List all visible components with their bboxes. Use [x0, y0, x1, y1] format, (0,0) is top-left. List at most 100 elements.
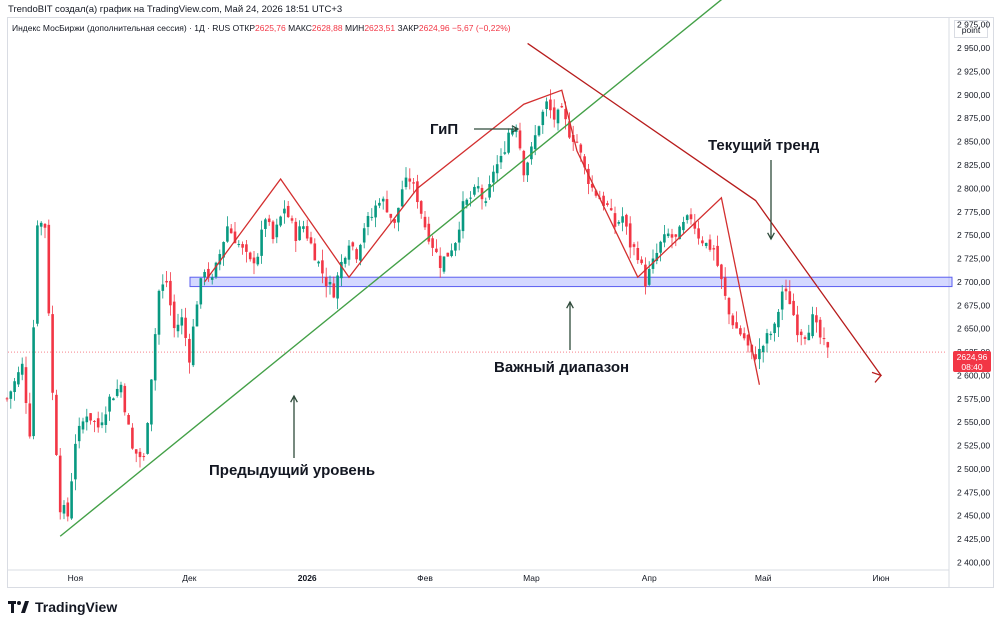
candle-body	[134, 449, 138, 454]
high-value: 2628,88	[311, 23, 343, 33]
candle-body	[157, 290, 161, 335]
candle-body	[796, 314, 799, 336]
candle-body	[321, 260, 324, 274]
candle-body	[602, 195, 605, 206]
low-value: 2623,51	[364, 23, 396, 33]
candle-body	[678, 226, 681, 240]
candle-body	[203, 272, 206, 278]
candle-body	[606, 203, 609, 206]
candle-body	[537, 126, 541, 136]
candle-body	[613, 213, 617, 227]
candle-body	[674, 234, 678, 237]
candle-body	[522, 150, 526, 176]
candle-body	[176, 324, 180, 332]
candle-body	[70, 481, 73, 519]
annotation-arrowhead	[290, 394, 298, 403]
candle-body	[74, 443, 77, 480]
candle-body	[780, 291, 784, 310]
candle-body	[799, 331, 803, 336]
candle-body	[400, 189, 404, 207]
candle-body	[343, 257, 347, 264]
y-tick-label: 2 900,00	[957, 90, 990, 100]
candle-body	[370, 216, 374, 218]
candle-body	[625, 214, 628, 227]
candle-body	[419, 201, 423, 214]
candle-body	[488, 184, 491, 198]
candle-body	[666, 233, 670, 237]
candle-body	[374, 205, 377, 218]
candle-body	[146, 423, 149, 454]
candle-body	[267, 218, 271, 223]
candle-body	[655, 252, 659, 261]
candle-body	[556, 109, 560, 124]
candle-body	[818, 319, 822, 338]
y-tick-label: 2 500,00	[957, 464, 990, 474]
candle-body	[222, 242, 225, 258]
candle-body	[13, 381, 16, 393]
y-tick-label: 2 800,00	[957, 183, 990, 193]
candle-body	[663, 234, 666, 243]
candle-body	[96, 418, 100, 428]
candle-body	[609, 208, 613, 211]
candle-body	[55, 394, 58, 455]
candle-body	[739, 328, 742, 335]
candle-body	[530, 146, 533, 160]
candle-body	[518, 130, 522, 149]
important-range-zone	[189, 276, 953, 288]
candle-body	[412, 182, 415, 184]
y-tick-label: 2 700,00	[957, 277, 990, 287]
candle-body	[332, 283, 336, 298]
candle-body	[123, 385, 127, 413]
candle-body	[393, 219, 396, 223]
candle-body	[723, 277, 727, 296]
candle-body	[545, 101, 548, 109]
candle-body	[77, 425, 81, 442]
candle-body	[165, 280, 168, 283]
candle-body	[701, 240, 704, 244]
candle-body	[108, 396, 111, 412]
candle-body	[85, 416, 89, 423]
x-tick-label: 2026	[298, 573, 317, 583]
y-tick-label: 2 725,00	[957, 254, 990, 264]
candle-body	[727, 297, 731, 315]
candle-body	[807, 332, 811, 341]
candle-body	[465, 199, 469, 205]
candle-body	[549, 99, 552, 111]
candle-body	[735, 322, 738, 329]
y-tick-label: 2 550,00	[957, 417, 990, 427]
candle-body	[473, 186, 476, 195]
candle-body	[469, 197, 472, 199]
candle-body	[526, 162, 529, 176]
candle-body	[36, 225, 39, 324]
support-trendline	[59, 0, 723, 537]
annotation-label: Текущий тренд	[708, 137, 820, 154]
close-label: ЗАКР	[397, 23, 419, 33]
candle-body	[260, 229, 263, 256]
candle-body	[210, 277, 214, 280]
annotation-label: Предыдущий уровень	[209, 462, 375, 479]
tradingview-logo-icon	[8, 601, 29, 613]
candle-body	[313, 243, 317, 261]
annotation-label: ГиП	[430, 121, 458, 138]
candle-body	[404, 177, 408, 188]
candle-body	[264, 219, 267, 229]
candle-body	[81, 421, 85, 430]
price-scale-unit-button[interactable]: point	[954, 20, 988, 38]
chart-credit: TrendoBIT создал(а) график на TradingVie…	[8, 4, 343, 15]
head-shoulders-zigzag	[204, 89, 761, 385]
candle-body	[495, 164, 499, 174]
candle-body	[184, 317, 187, 338]
candle-body	[644, 264, 647, 287]
annotation-arrowhead	[566, 300, 574, 309]
y-tick-label: 2 975,00	[957, 20, 990, 30]
candle-body	[742, 333, 746, 339]
candle-body	[51, 314, 54, 393]
candle-body	[17, 372, 20, 385]
candle-body	[442, 256, 446, 272]
candle-body	[457, 229, 461, 243]
candle-body	[229, 228, 233, 234]
x-tick-label: Июн	[872, 573, 889, 583]
annotation-label: Важный диапазон	[494, 359, 629, 376]
candle-body	[636, 248, 640, 261]
